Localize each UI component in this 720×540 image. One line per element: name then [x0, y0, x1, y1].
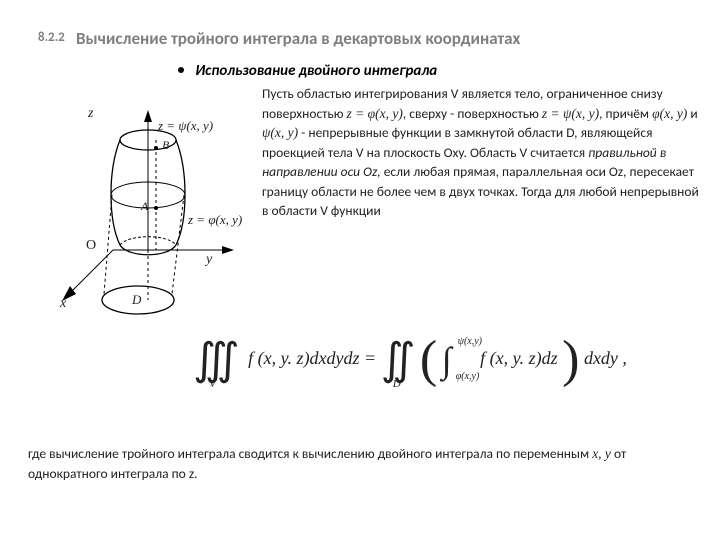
page-title: Вычисление тройного интеграла в декартов… [76, 28, 520, 49]
y-axis-label: y [206, 252, 212, 268]
lower-surface-label: z = φ(x, y) [188, 212, 242, 228]
main-formula: ∭ V f (x, y. z)dxdydz = ∬ D ( ψ(x,y) ∫ φ… [160, 334, 660, 386]
bullet-icon [178, 67, 184, 73]
origin-label: O [86, 238, 96, 254]
bullet-label: Использование двойного интеграла [195, 62, 437, 80]
bullet-item: Использование двойного интеграла [178, 62, 437, 80]
left-paren-icon: ( [420, 334, 437, 386]
region-d-label: D [132, 292, 141, 308]
equals-sign: = [364, 348, 381, 368]
point-b-label: B [162, 138, 169, 153]
x-axis-label: x [60, 296, 66, 312]
upper-limit: ψ(x,y) [458, 336, 482, 347]
inner-integral: ψ(x,y) ∫ φ(x,y) [442, 342, 452, 378]
region-d-label-formula: D [393, 378, 401, 390]
inner-integrand: f (x, y. z)dz [480, 348, 557, 368]
upper-surface-label: z = ψ(x, y) [158, 118, 213, 134]
double-integral-icon: ∬ D [381, 338, 416, 382]
point-a-label: A [141, 199, 148, 214]
footer-paragraph: где вычисление тройного интеграла сводит… [28, 444, 688, 483]
lower-limit: φ(x,y) [456, 371, 480, 382]
outer-measure: dxdy , [584, 348, 627, 368]
body-paragraph: Пусть областью интегрирования V является… [262, 84, 702, 221]
integration-diagram: z y x O B A D z = ψ(x, y) z = φ(x, y) [28, 100, 258, 330]
region-v-label: V [209, 378, 216, 390]
lhs-integrand: f (x, y. z)dxdydz [248, 348, 359, 368]
triple-integral-icon: ∭ V [193, 338, 240, 382]
section-number: 8.2.2 [38, 30, 65, 45]
z-axis-label: z [88, 106, 93, 122]
right-paren-icon: ) [562, 334, 579, 386]
